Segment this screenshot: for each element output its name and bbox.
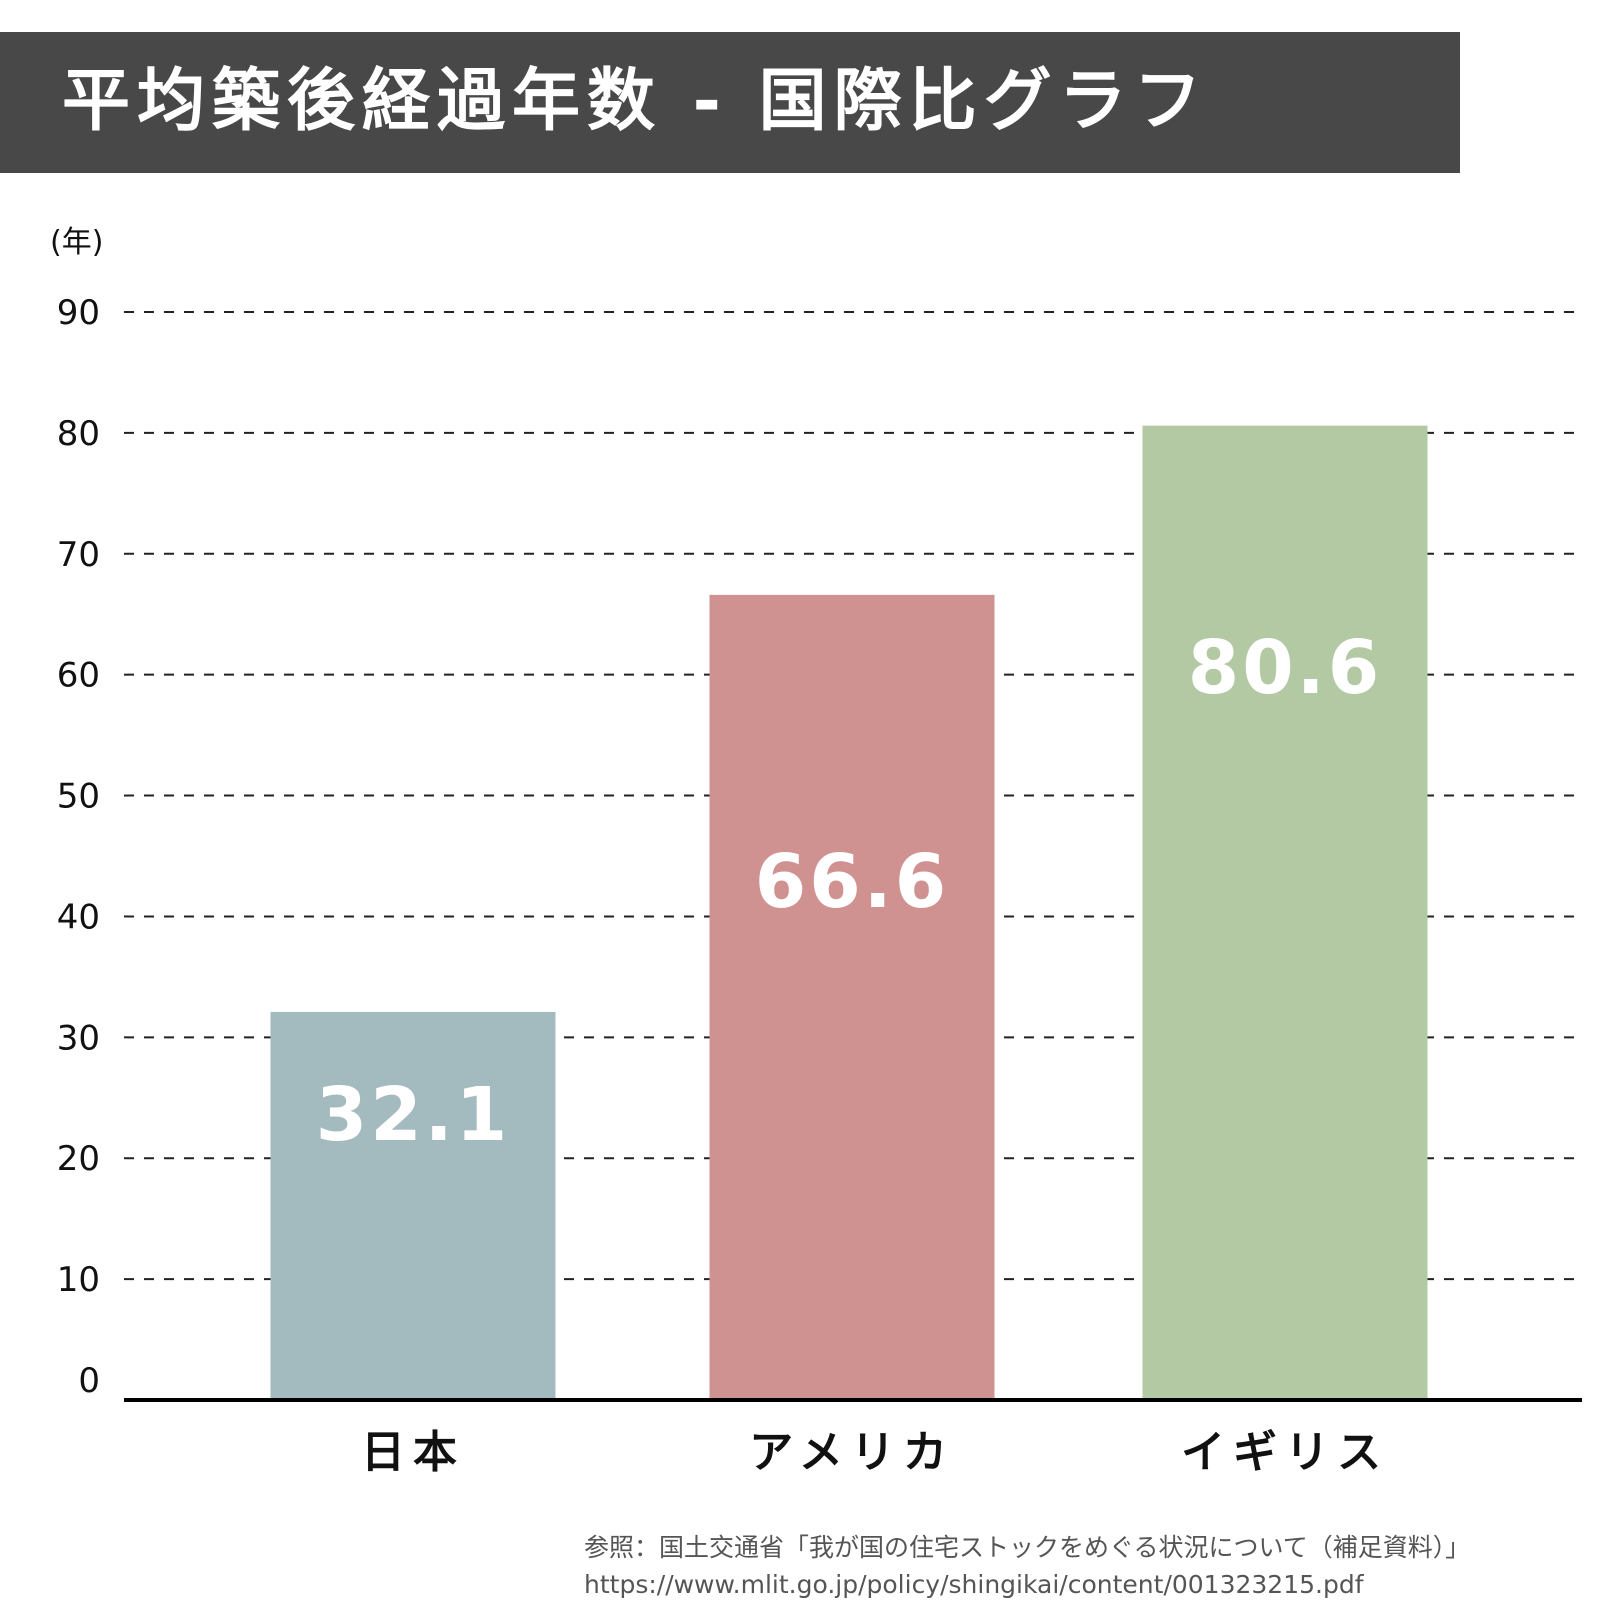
y-tick-label-80: 80	[57, 414, 100, 454]
y-tick-label-50: 50	[57, 777, 100, 817]
bar-value-label-1: 66.6	[755, 839, 950, 925]
y-tick-label-40: 40	[57, 897, 100, 937]
x-category-label-1: アメリカ	[749, 1427, 955, 1478]
x-category-label-0: 日本	[361, 1427, 465, 1478]
bar-1	[709, 594, 995, 1400]
x-category-label-2: イギリス	[1181, 1427, 1389, 1478]
bar-value-label-0: 32.1	[316, 1072, 511, 1158]
bar-2	[1142, 425, 1428, 1400]
y-tick-label-10: 10	[57, 1260, 100, 1300]
bar-value-label-2: 80.6	[1188, 625, 1383, 711]
source-url: https://www.mlit.go.jp/policy/shingikai/…	[584, 1570, 1364, 1599]
source-citation: 参照：国土交通省「我が国の住宅ストックをめぐる状況について（補足資料）」	[584, 1533, 1471, 1562]
y-tick-label-70: 70	[57, 535, 100, 575]
bars: 32.1 66.6 80.6	[270, 425, 1428, 1400]
y-tick-label-20: 20	[57, 1139, 100, 1179]
y-tick-label-60: 60	[57, 656, 100, 696]
y-tick-label-0: 0	[78, 1361, 100, 1401]
y-tick-label-30: 30	[57, 1018, 100, 1058]
title-bar: 平均築後経過年数 - 国際比グラフ	[0, 32, 1460, 173]
y-axis-unit-label: (年)	[50, 225, 103, 260]
bar-0	[270, 1011, 556, 1400]
axes: (年) 0 10 20 30 40 50 60 70 80 90 日本 アメリカ イギリス	[50, 225, 1582, 1478]
y-tick-label-90: 90	[57, 293, 100, 333]
chart-title: 平均築後経過年数 - 国際比グラフ	[62, 62, 1209, 141]
